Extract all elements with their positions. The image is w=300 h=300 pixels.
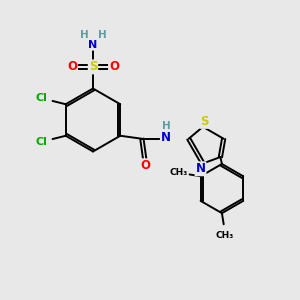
Text: CH₃: CH₃ xyxy=(216,231,234,240)
Text: H: H xyxy=(161,121,170,131)
Text: Cl: Cl xyxy=(36,93,48,103)
Text: CH₃: CH₃ xyxy=(169,168,188,177)
Text: Cl: Cl xyxy=(36,137,48,147)
Text: N: N xyxy=(88,40,98,50)
Text: O: O xyxy=(67,60,77,74)
Text: H: H xyxy=(80,30,88,40)
Text: N: N xyxy=(161,131,171,144)
Text: N: N xyxy=(196,162,206,175)
Text: H: H xyxy=(98,30,106,40)
Text: O: O xyxy=(141,159,151,172)
Text: O: O xyxy=(109,60,119,74)
Text: S: S xyxy=(200,115,209,128)
Text: S: S xyxy=(89,60,97,74)
